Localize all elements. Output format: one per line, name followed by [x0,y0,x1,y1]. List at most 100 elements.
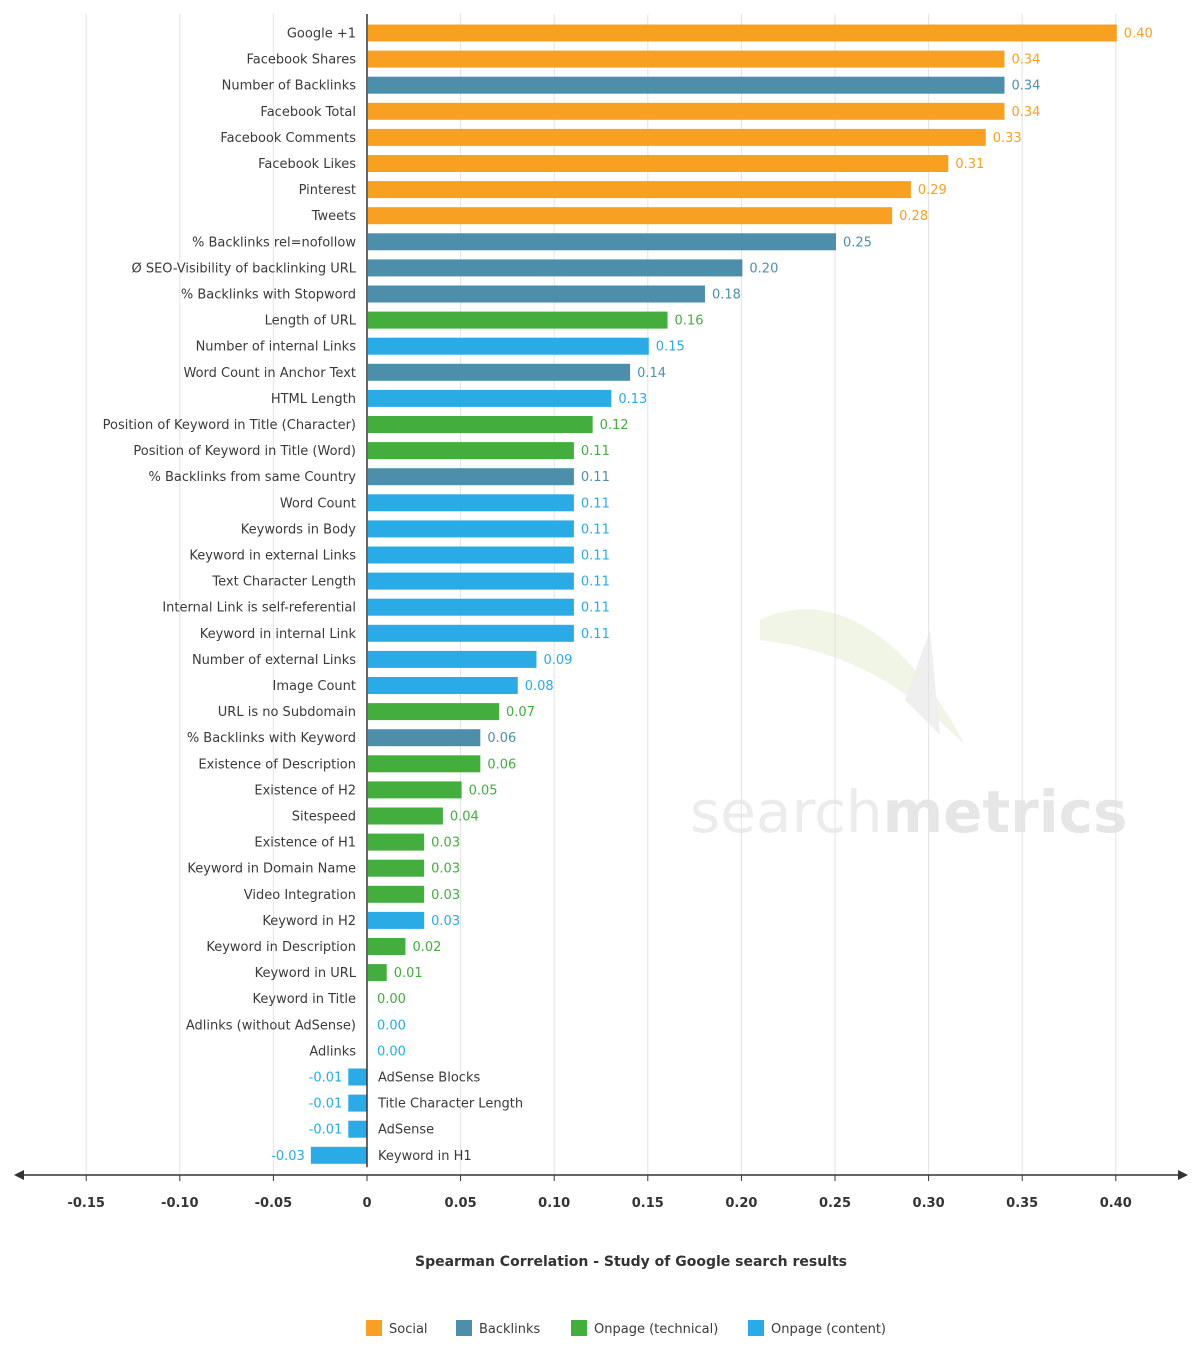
value-label: 0.11 [581,549,610,564]
value-label: 0.12 [600,418,629,433]
bar-row-internal-link-is-self-referential: Internal Link is self-referential 0.11 [162,598,610,616]
bar-row-length-of-url: Length of URL 0.16 [265,311,703,329]
category-label: Keyword in internal Link [200,627,357,642]
value-label: 0.01 [394,966,423,981]
bar [368,233,836,251]
bar [368,938,406,955]
value-label: 0.28 [899,209,928,224]
category-label: Number of internal Links [196,340,357,355]
value-label: 0.20 [749,261,778,276]
bar-row-image-count: Image Count 0.08 [273,677,554,694]
bar-row-number-of-external-links: Number of external Links 0.09 [192,650,572,668]
bar [368,885,425,903]
bar [368,363,631,381]
bar [368,128,986,146]
bar [368,677,518,694]
value-label: 0.11 [581,444,610,459]
bar [368,833,425,851]
category-label: Number of Backlinks [222,79,357,94]
legend: Social Backlinks Onpage (technical) Onpage … [366,1320,886,1337]
bar [368,546,574,564]
bar-row-facebook-shares: Facebook Shares 0.34 [246,50,1040,68]
grid-lines [85,14,1117,1175]
bar [368,389,612,407]
value-label: 0.33 [993,131,1022,146]
category-label: Keyword in Description [206,940,356,955]
value-label: 0.11 [581,627,610,642]
bar [348,1120,367,1138]
legend-swatch [748,1320,764,1336]
bar-row-adsense-blocks: AdSense Blocks -0.01 [309,1068,480,1086]
bar [368,102,1005,120]
tick-label: -0.15 [67,1196,104,1211]
bar-row-backlinks-with-keyword: % Backlinks with Keyword 0.06 [187,729,516,747]
category-label: Keyword in H2 [262,914,356,929]
tick-label: -0.10 [161,1196,198,1211]
bar [368,755,481,773]
tick-label: 0.15 [632,1196,664,1211]
category-label: % Backlinks with Stopword [181,288,356,303]
bar [368,964,387,982]
bar-row-keyword-in-internal-link: Keyword in internal Link 0.11 [200,624,610,642]
tick-label: 0.35 [1006,1196,1038,1211]
bar-row-keywords-in-body: Keywords in Body 0.11 [241,520,610,538]
category-label: Position of Keyword in Title (Character) [103,418,356,433]
legend-label: Social [389,1322,428,1337]
category-label: Text Character Length [211,575,356,590]
category-label: Facebook Comments [220,131,356,146]
value-label: -0.01 [309,1123,343,1138]
bar [368,337,649,355]
bar-row-url-is-no-subdomain: URL is no Subdomain 0.07 [218,703,535,721]
bar [368,311,668,329]
value-label: 0.06 [487,731,516,746]
value-label: 0.08 [525,679,554,694]
bar-row-backlinks-with-stopword: % Backlinks with Stopword 0.18 [181,285,741,303]
category-label: % Backlinks with Keyword [187,731,356,746]
value-label: 0.11 [581,470,610,485]
category-label: Word Count in Anchor Text [183,366,356,381]
category-label: Position of Keyword in Title (Word) [133,444,356,459]
watermark-text-light: search [690,778,883,846]
tick-label: -0.05 [255,1196,292,1211]
bar-row-existence-of-h1: Existence of H1 0.03 [254,833,460,851]
category-label: Sitespeed [292,810,356,825]
value-label: -0.01 [309,1097,343,1112]
category-label: Number of external Links [192,653,356,668]
value-label: 0.40 [1124,27,1153,42]
bar-row-backlinks-rel-nofollow: % Backlinks rel=nofollow 0.25 [192,233,872,251]
bar-row-word-count: Word Count 0.11 [280,494,610,512]
value-label: 0.29 [918,183,947,198]
legend-swatch [366,1320,382,1336]
bar-row-video-integration: Video Integration 0.03 [244,885,460,903]
bar-row-keyword-in-title: Keyword in Title 0.00 [253,992,406,1007]
bar-row-keyword-in-description: Keyword in Description 0.02 [206,938,441,955]
tick-label: 0.10 [538,1196,570,1211]
bar-row-keyword-in-domain-name: Keyword in Domain Name 0.03 [187,859,460,877]
category-label: Length of URL [265,314,357,329]
legend-label: Onpage (technical) [594,1322,718,1337]
value-label: 0.00 [377,1018,406,1033]
bar-row-facebook-comments: Facebook Comments 0.33 [220,128,1022,146]
value-label: 0.18 [712,288,741,303]
category-label: Keyword in Domain Name [187,862,356,877]
tick-label: 0 [362,1196,371,1211]
watermark-text-bold: metrics [883,778,1128,846]
category-label: Word Count [280,496,356,511]
tick-label: 0.25 [819,1196,851,1211]
legend-swatch [571,1320,587,1336]
bar [368,24,1117,42]
bar [368,416,593,433]
value-label: 0.03 [431,914,460,929]
bar [368,572,574,590]
value-label: 0.00 [377,1044,406,1059]
bar-row-position-of-keyword-in-title-character: Position of Keyword in Title (Character)… [103,416,629,433]
bar-row-number-of-internal-links: Number of internal Links 0.15 [196,337,685,355]
category-label: % Backlinks from same Country [148,470,356,485]
value-label: 0.11 [581,601,610,616]
category-label: Video Integration [244,888,356,903]
category-label: Adlinks (without AdSense) [186,1018,356,1033]
x-axis: -0.15 -0.10 -0.05 0 0.05 0.10 0.15 0.20 0.25 0.30… [14,1170,1188,1211]
category-label: Keyword in external Links [189,549,356,564]
value-label: 0.34 [1011,105,1040,120]
category-label: Keywords in Body [241,522,357,537]
